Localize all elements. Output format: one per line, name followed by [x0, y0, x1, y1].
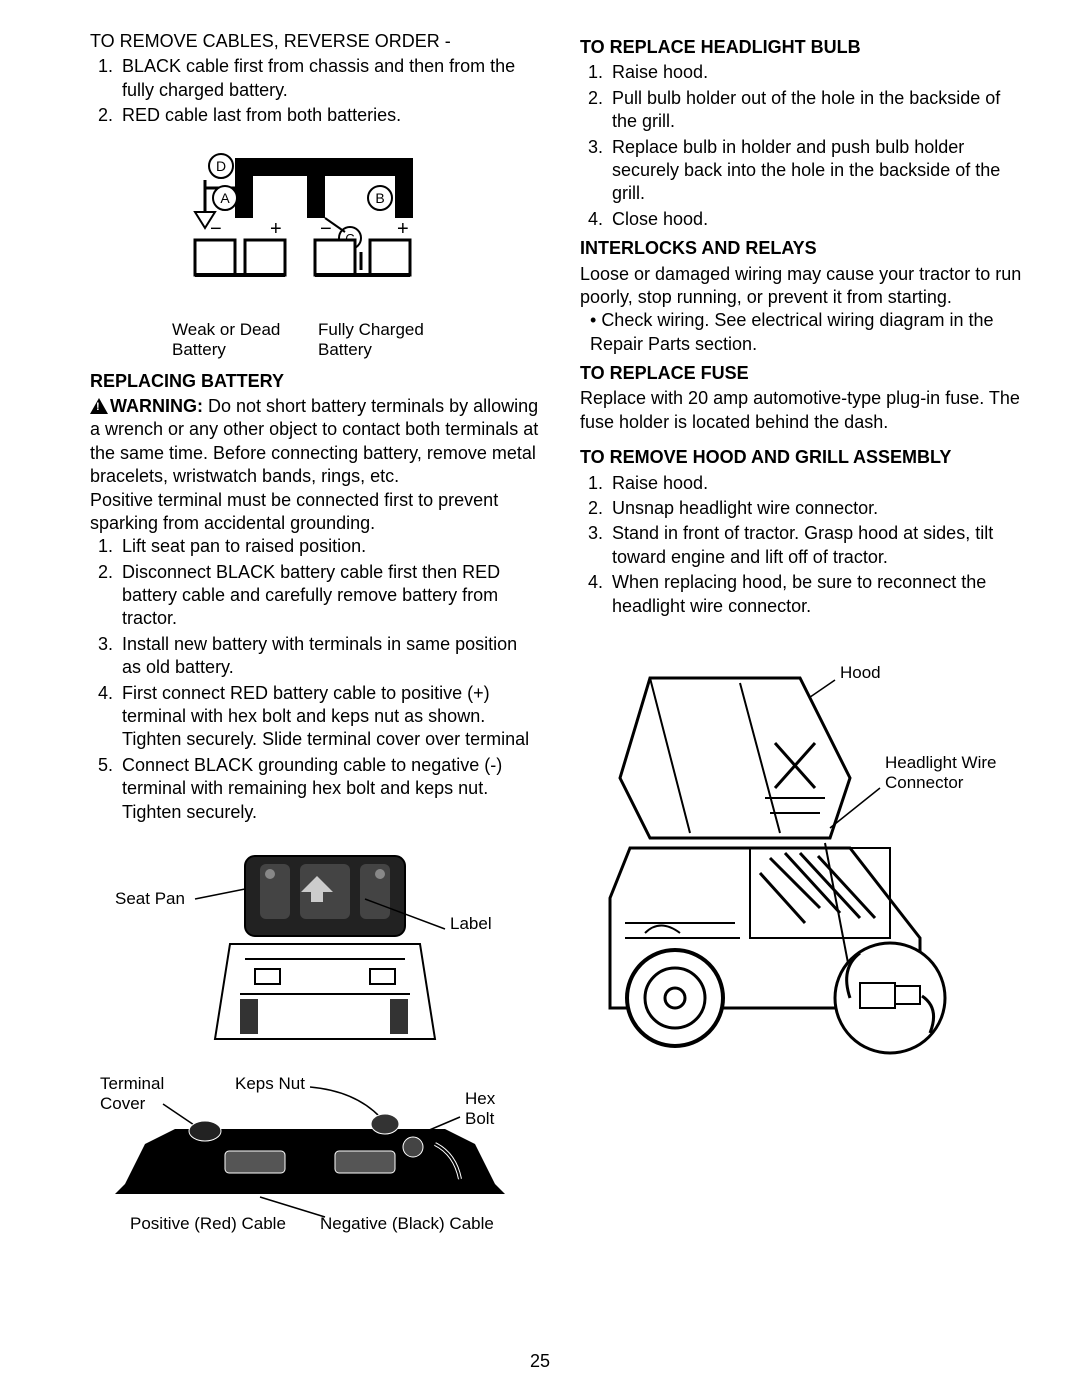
svg-text:B: B — [375, 190, 384, 206]
svg-text:Positive (Red) Cable: Positive (Red) Cable — [130, 1214, 286, 1233]
fuse-heading: TO REPLACE FUSE — [580, 362, 1030, 385]
list-item: When replacing hood, be sure to reconnec… — [608, 571, 1030, 618]
list-item: RED cable last from both batteries. — [118, 104, 540, 127]
hood-diagram: Hood Headlight Wire Connector — [580, 638, 1030, 1068]
svg-text:Hex: Hex — [465, 1089, 496, 1108]
svg-text:Negative (Black) Cable: Negative (Black) Cable — [320, 1214, 494, 1233]
list-item: Stand in front of tractor. Grasp hood at… — [608, 522, 1030, 569]
list-item: Connect BLACK grounding cable to negativ… — [118, 754, 540, 824]
svg-text:−: − — [210, 218, 222, 240]
svg-text:−: − — [320, 218, 332, 240]
list-item: Close hood. — [608, 208, 1030, 231]
svg-text:Connector: Connector — [885, 773, 964, 792]
list-item: Unsnap headlight wire connector. — [608, 497, 1030, 520]
positive-terminal-note: Positive terminal must be connected firs… — [90, 489, 540, 536]
headlight-heading: TO REPLACE HEADLIGHT BULB — [580, 36, 1030, 59]
replacing-battery-steps: Lift seat pan to raised position. Discon… — [90, 535, 540, 824]
list-item: Raise hood. — [608, 472, 1030, 495]
svg-text:Bolt: Bolt — [465, 1109, 495, 1128]
headlight-steps: Raise hood. Pull bulb holder out of the … — [580, 61, 1030, 231]
left-column: TO REMOVE CABLES, REVERSE ORDER - BLACK … — [50, 30, 540, 1249]
svg-text:+: + — [397, 218, 409, 240]
list-item: BLACK cable first from chassis and then … — [118, 55, 540, 102]
caption-charged-battery: Fully Charged Battery — [318, 320, 458, 360]
svg-text:+: + — [270, 218, 282, 240]
remove-cables-list: BLACK cable first from chassis and then … — [90, 55, 540, 127]
hood-steps: Raise hood. Unsnap headlight wire connec… — [580, 472, 1030, 618]
right-column: TO REPLACE HEADLIGHT BULB Raise hood. Pu… — [580, 30, 1030, 1249]
terminal-diagram: Terminal Cover Keps Nut Hex Bolt — [90, 1069, 540, 1239]
list-item: Raise hood. — [608, 61, 1030, 84]
list-item: First connect RED battery cable to posit… — [118, 682, 540, 752]
page-number: 25 — [0, 1351, 1080, 1372]
interlocks-text: Loose or damaged wiring may cause your t… — [580, 263, 1030, 310]
svg-text:A: A — [220, 190, 230, 206]
hood-heading: TO REMOVE HOOD AND GRILL ASSEMBLY — [580, 446, 1030, 469]
svg-text:Seat Pan: Seat Pan — [115, 889, 185, 908]
list-item: Replace bulb in holder and push bulb hol… — [608, 136, 1030, 206]
seat-pan-diagram: Seat Pan Label — [90, 844, 540, 1054]
list-item: Install new battery with terminals in sa… — [118, 633, 540, 680]
interlocks-heading: INTERLOCKS AND RELAYS — [580, 237, 1030, 260]
replacing-battery-heading: REPLACING BATTERY — [90, 370, 540, 393]
fuse-text: Replace with 20 amp automotive-type plug… — [580, 387, 1030, 434]
list-item: Lift seat pan to raised position. — [118, 535, 540, 558]
svg-text:Keps Nut: Keps Nut — [235, 1074, 305, 1093]
svg-text:D: D — [216, 158, 226, 174]
svg-text:Headlight Wire: Headlight Wire — [885, 753, 997, 772]
list-item: Pull bulb holder out of the hole in the … — [608, 87, 1030, 134]
warning-label: WARNING: — [110, 396, 203, 416]
svg-text:Label: Label — [450, 914, 492, 933]
list-item: Disconnect BLACK battery cable first the… — [118, 561, 540, 631]
remove-cables-heading: TO REMOVE CABLES, REVERSE ORDER - — [90, 30, 540, 53]
svg-text:Terminal: Terminal — [100, 1074, 164, 1093]
caption-weak-battery: Weak or Dead Battery — [172, 320, 312, 360]
svg-text:Cover: Cover — [100, 1094, 146, 1113]
list-item: Check wiring. See electrical wiring diag… — [590, 309, 1030, 356]
svg-text:Hood: Hood — [840, 663, 881, 682]
interlocks-bullets: Check wiring. See electrical wiring diag… — [580, 309, 1030, 356]
warning-paragraph: WARNING: Do not short battery terminals … — [90, 395, 540, 489]
battery-jumper-diagram: D A B C − + — [90, 140, 540, 360]
manual-page: TO REMOVE CABLES, REVERSE ORDER - BLACK … — [50, 30, 1030, 1249]
warning-icon — [90, 398, 108, 414]
